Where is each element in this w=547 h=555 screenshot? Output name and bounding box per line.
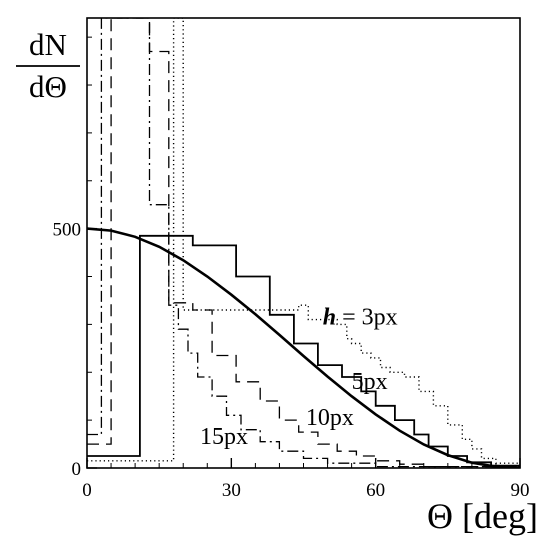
- series-layer: [87, 18, 520, 468]
- x-tick-label: 0: [82, 480, 92, 501]
- series-line-5px: [87, 234, 520, 467]
- y-tick-label: 500: [53, 220, 82, 241]
- x-tick-label: 60: [366, 480, 385, 501]
- y-axis-label-denominator: dΘ: [29, 69, 67, 104]
- series-line-h-3px: [87, 18, 520, 464]
- y-axis-label-numerator: dN: [29, 27, 67, 62]
- series-annotation: h = 3px: [323, 304, 398, 330]
- series-annotation: 15px: [200, 424, 248, 450]
- x-tick-label: 90: [511, 480, 530, 501]
- series-annotation: 10px: [306, 405, 354, 431]
- series-annotation: 5px: [352, 369, 388, 395]
- y-tick-label: 0: [72, 459, 82, 480]
- series-line-10px: [87, 18, 520, 468]
- tick-layer: 0 30 60 90 0 500: [53, 36, 530, 501]
- annotation-layer: h = 3px 5px 10px 15px: [200, 304, 398, 450]
- series-line-fit: [87, 227, 520, 468]
- x-axis-label: Θ [deg]: [427, 496, 538, 536]
- series-line-15px: [87, 18, 520, 468]
- x-tick-label: 30: [222, 480, 241, 501]
